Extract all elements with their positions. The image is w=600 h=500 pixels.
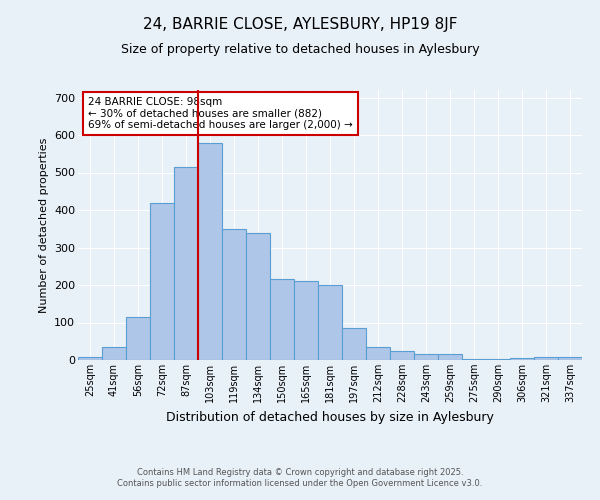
Bar: [342, 328, 366, 360]
Bar: [390, 350, 414, 360]
Bar: [438, 354, 462, 360]
Bar: [78, 357, 102, 360]
Y-axis label: Number of detached properties: Number of detached properties: [38, 138, 49, 312]
Text: Size of property relative to detached houses in Aylesbury: Size of property relative to detached ho…: [121, 42, 479, 56]
Bar: [318, 285, 342, 360]
Bar: [534, 357, 558, 360]
Bar: [198, 142, 222, 360]
Bar: [246, 232, 270, 360]
Text: Contains HM Land Registry data © Crown copyright and database right 2025.
Contai: Contains HM Land Registry data © Crown c…: [118, 468, 482, 487]
Bar: [294, 281, 318, 360]
Bar: [414, 354, 438, 360]
Bar: [150, 202, 174, 360]
Bar: [174, 167, 198, 360]
Bar: [102, 347, 126, 360]
Bar: [558, 357, 582, 360]
X-axis label: Distribution of detached houses by size in Aylesbury: Distribution of detached houses by size …: [166, 410, 494, 424]
Bar: [486, 359, 510, 360]
Bar: [366, 347, 390, 360]
Bar: [462, 359, 486, 360]
Text: 24 BARRIE CLOSE: 98sqm
← 30% of detached houses are smaller (882)
69% of semi-de: 24 BARRIE CLOSE: 98sqm ← 30% of detached…: [88, 97, 353, 130]
Text: 24, BARRIE CLOSE, AYLESBURY, HP19 8JF: 24, BARRIE CLOSE, AYLESBURY, HP19 8JF: [143, 18, 457, 32]
Bar: [270, 280, 294, 360]
Bar: [510, 358, 534, 360]
Bar: [126, 317, 150, 360]
Bar: [222, 229, 246, 360]
